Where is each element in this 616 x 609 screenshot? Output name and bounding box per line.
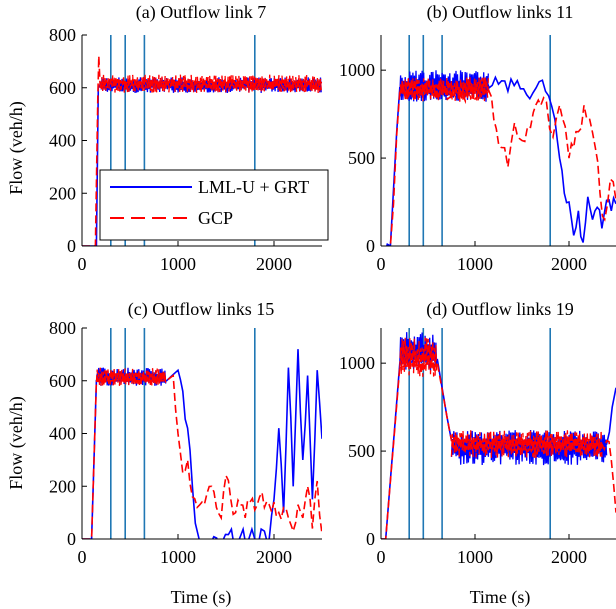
plot-area	[381, 35, 616, 246]
legend-label-gcp: GCP	[198, 208, 233, 228]
legend-box	[99, 169, 329, 241]
x-axis-label: Time (s)	[470, 587, 531, 608]
panel-outflow-links-11: (b) Outflow links 11 0 500 1000 0 1000 2000	[339, 2, 616, 274]
y-tick-label: 800	[49, 25, 76, 45]
x-axis-label: Time (s)	[171, 587, 232, 608]
x-tick-label: 0	[78, 254, 87, 274]
x-tick-label: 0	[377, 254, 386, 274]
y-tick-label: 600	[49, 78, 76, 98]
x-tick-label: 0	[78, 547, 87, 567]
y-tick-label: 0	[366, 236, 375, 256]
y-tick-label: 500	[348, 148, 375, 168]
series-line-lml-u-grt	[381, 75, 616, 246]
legend-label-lml-u-grt: LML-U + GRT	[198, 177, 309, 197]
y-axis-label: Flow (veh/h)	[6, 396, 27, 490]
y-tick-label: 1000	[339, 60, 375, 80]
y-tick-label: 0	[67, 236, 76, 256]
legend: LML-U + GRT GCP	[99, 169, 329, 241]
y-tick-label: 800	[49, 318, 76, 338]
x-tick-label: 2000	[551, 254, 587, 274]
series-band-gcp	[100, 74, 322, 94]
series-band-gcp	[399, 337, 438, 377]
y-axis-label: Flow (veh/h)	[6, 101, 27, 195]
y-tick-label: 0	[366, 529, 375, 549]
y-tick-label: 400	[49, 424, 76, 444]
y-tick-label: 1000	[339, 353, 375, 373]
series-line-gcp	[381, 362, 616, 539]
x-tick-label: 2000	[551, 547, 587, 567]
series-line-gcp	[82, 56, 322, 246]
y-tick-label: 0	[67, 529, 76, 549]
x-tick-label: 2000	[256, 547, 292, 567]
y-tick-label: 200	[49, 476, 76, 496]
panel-title: (b) Outflow links 11	[427, 2, 574, 23]
plot-area	[82, 328, 322, 539]
x-tick-label: 2000	[256, 254, 292, 274]
panel-title: (c) Outflow links 15	[128, 299, 274, 320]
y-tick-label: 600	[49, 371, 76, 391]
x-tick-label: 1000	[457, 254, 493, 274]
x-tick-label: 1000	[160, 547, 196, 567]
panel-title: (a) Outflow link 7	[136, 2, 266, 23]
series-band-gcp	[450, 430, 603, 459]
series-line-gcp	[381, 79, 616, 246]
x-tick-label: 1000	[160, 254, 196, 274]
series-band-gcp	[95, 367, 167, 386]
y-tick-label: 200	[49, 183, 76, 203]
plot-area	[381, 328, 616, 539]
x-tick-label: 1000	[457, 547, 493, 567]
x-tick-label: 0	[377, 547, 386, 567]
y-tick-label: 400	[49, 131, 76, 151]
panel-outflow-links-19: (d) Outflow links 19 Time (s) 0 500 1000 0 1…	[339, 299, 616, 608]
series-line-gcp	[82, 373, 322, 539]
panel-title: (d) Outflow links 19	[426, 299, 574, 320]
panel-outflow-links-15: (c) Outflow links 15 Flow (veh/h) Time (…	[6, 299, 322, 608]
y-tick-label: 500	[348, 441, 375, 461]
